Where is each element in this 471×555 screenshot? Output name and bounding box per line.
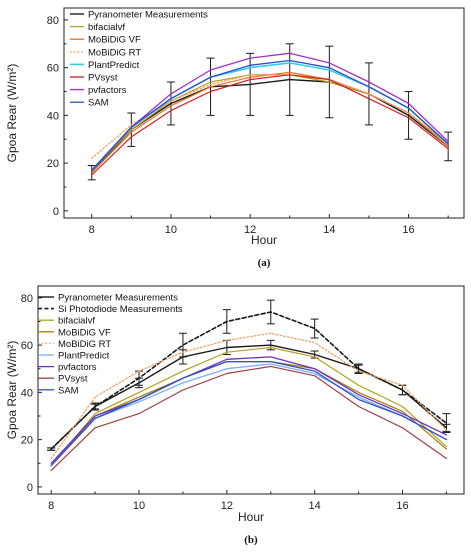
- x-tick-label: 10: [165, 224, 177, 236]
- legend-label: Si Photodiode Measurements: [58, 304, 183, 315]
- x-tick-label: 8: [48, 500, 54, 512]
- x-tick-label: 8: [89, 224, 95, 236]
- x-tick-label: 14: [323, 224, 335, 236]
- plot-frame: [37, 285, 465, 495]
- x-axis-title: Hour: [251, 233, 277, 247]
- x-tick-label: 16: [402, 224, 414, 236]
- legend-label: MoBiDiG VF: [88, 35, 141, 46]
- series-line-7: [50, 356, 448, 464]
- legend-label: PlantPredict: [58, 351, 110, 362]
- series-line-8: [50, 365, 447, 471]
- x-axis-title: Hour: [238, 510, 264, 524]
- legend-label: Pyranometer Measurements: [88, 10, 208, 21]
- x-tick-label: 10: [133, 500, 145, 512]
- legend-label: MoBiDiG VF: [58, 327, 111, 338]
- y-tick-label: 20: [21, 435, 33, 447]
- legend-label: PVsyst: [88, 73, 118, 84]
- series-line-6: [91, 74, 449, 176]
- x-tick-label: 14: [309, 500, 321, 512]
- series-line-5: [50, 332, 448, 460]
- y-tick-label: 20: [47, 158, 59, 170]
- legend-label: MoBiDiG RT: [88, 47, 141, 58]
- series-line-3: [91, 71, 449, 174]
- series-line-7: [91, 52, 449, 171]
- legend-label: bifacialvf: [88, 22, 125, 33]
- x-tick-label: 16: [396, 500, 408, 512]
- chart-panel-b: 8 10 12 14 16 0 20 40 60 80 Pyranometer Measuremen…: [5, 285, 465, 546]
- legend-label: SAM: [58, 385, 79, 396]
- panel-label: (a): [258, 257, 271, 269]
- panel-label: (b): [244, 534, 258, 546]
- y-tick-label: 80: [21, 293, 33, 305]
- y-tick-label: 80: [47, 15, 59, 27]
- series-line-2: [50, 311, 448, 450]
- legend-label: SAM: [88, 98, 109, 109]
- y-tick-label: 60: [47, 63, 59, 75]
- series-line-9: [50, 360, 448, 467]
- series-line-8: [91, 59, 449, 171]
- legend-label: PVsyst: [58, 374, 88, 385]
- legend-label: Pyranometer Measurements: [58, 293, 178, 304]
- y-axis-title: Gpoa Rear (W/m²): [5, 341, 19, 440]
- x-tick-label: 12: [221, 500, 233, 512]
- chart-panel-a: 8 10 12 14 16 0 20 40 60 80 Pyranometer Measuremen…: [5, 7, 465, 269]
- y-tick-label: 0: [53, 206, 59, 218]
- plot-frame: [63, 7, 465, 219]
- series-line-1: [90, 78, 449, 174]
- legend-label: pvfactors: [88, 85, 127, 96]
- legend-label: PlantPredict: [88, 60, 140, 71]
- series-line-6: [50, 363, 448, 467]
- x-tick-label: 12: [244, 224, 256, 236]
- series-line-3: [50, 346, 447, 467]
- y-axis-title: Gpoa Rear (W/m²): [5, 64, 19, 163]
- y-tick-label: 40: [47, 110, 59, 122]
- series-line-4: [50, 361, 447, 467]
- y-tick-label: 40: [21, 387, 33, 399]
- legend-label: pvfactors: [58, 362, 97, 373]
- y-tick-label: 0: [27, 482, 33, 494]
- legend-label: bifacialvf: [58, 316, 95, 327]
- legend-label: MoBiDiG RT: [58, 339, 111, 350]
- y-tick-label: 60: [21, 340, 33, 352]
